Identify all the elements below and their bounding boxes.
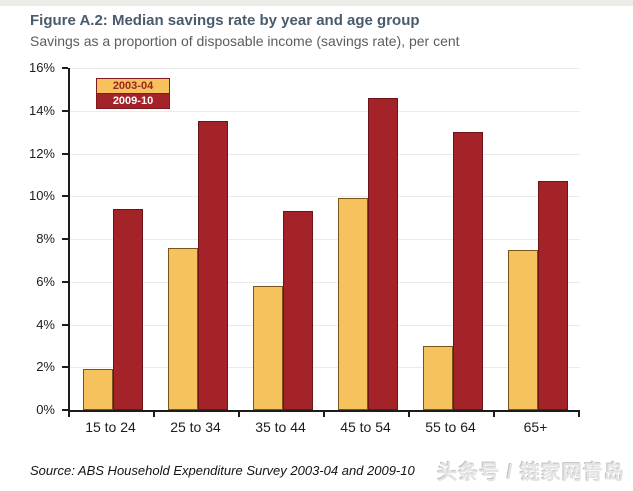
y-tick-label-14: 14% bbox=[28, 102, 55, 118]
x-axis-label-55-to-64: 55 to 64 bbox=[425, 419, 476, 435]
x-axis-label-15-to-24: 15 to 24 bbox=[85, 419, 136, 435]
x-tick-mark bbox=[68, 412, 70, 417]
y-tick-mark bbox=[62, 366, 68, 369]
x-tick-mark bbox=[578, 412, 580, 417]
x-axis-label-35-to-44: 35 to 44 bbox=[255, 419, 306, 435]
bar-2009-10-15-to-24 bbox=[112, 209, 143, 410]
bar-2003-04-45-to-54 bbox=[337, 198, 368, 410]
y-tick-label-6: 6% bbox=[36, 273, 55, 289]
y-tick-label-2: 2% bbox=[36, 359, 55, 375]
y-tick-mark bbox=[62, 323, 68, 326]
y-tick-label-8: 8% bbox=[36, 231, 55, 246]
bar-2003-04-35-to-44 bbox=[252, 286, 283, 410]
bar-group-65 bbox=[495, 68, 580, 410]
bar-2003-04-15-to-24 bbox=[82, 369, 113, 410]
bar-group-25-to-34 bbox=[155, 68, 240, 410]
x-tick-mark bbox=[323, 412, 325, 417]
plot-area: 2003-04 2009-10 bbox=[68, 68, 580, 412]
bar-group-35-to-44 bbox=[240, 68, 325, 410]
bar-2009-10-25-to-34 bbox=[197, 121, 228, 410]
bar-2003-04-65 bbox=[507, 249, 538, 410]
y-tick-mark bbox=[62, 195, 68, 198]
bar-2009-10-45-to-54 bbox=[367, 97, 398, 410]
y-tick-label-0: 0% bbox=[36, 402, 55, 417]
bar-2009-10-55-to-64 bbox=[452, 132, 483, 410]
gridline-8 bbox=[70, 239, 580, 240]
source-note: Source: ABS Household Expenditure Survey… bbox=[30, 463, 415, 478]
x-tick-mark bbox=[408, 412, 410, 417]
gridline-10 bbox=[70, 196, 580, 198]
y-tick-mark bbox=[62, 67, 68, 69]
legend: 2003-04 2009-10 bbox=[96, 78, 170, 109]
top-border-strip bbox=[0, 0, 633, 6]
y-tick-label-12: 12% bbox=[28, 145, 55, 161]
bar-2003-04-55-to-64 bbox=[422, 345, 453, 410]
x-tick-mark bbox=[493, 412, 495, 417]
y-tick-label-10: 10% bbox=[28, 188, 55, 204]
gridline-6 bbox=[70, 281, 580, 283]
gridline-12 bbox=[70, 153, 580, 155]
bar-2009-10-65 bbox=[537, 181, 568, 410]
bar-2003-04-25-to-34 bbox=[167, 247, 198, 410]
bar-group-45-to-54 bbox=[325, 68, 410, 410]
x-tick-mark bbox=[238, 412, 240, 417]
gridline-16 bbox=[70, 68, 580, 69]
bar-group-55-to-64 bbox=[410, 68, 495, 410]
legend-item-2009-10: 2009-10 bbox=[96, 93, 170, 109]
x-axis-label-45-to-54: 45 to 54 bbox=[340, 419, 391, 435]
x-tick-mark bbox=[153, 412, 155, 417]
figure-title: Figure A.2: Median savings rate by year … bbox=[30, 12, 420, 29]
gridline-2 bbox=[70, 367, 580, 369]
y-tick-mark bbox=[62, 152, 68, 155]
y-tick-mark bbox=[62, 409, 68, 411]
figure-subtitle: Savings as a proportion of disposable in… bbox=[30, 33, 460, 49]
y-tick-label-16: 16% bbox=[28, 60, 55, 75]
gridline-4 bbox=[70, 324, 580, 326]
x-axis-label-65: 65+ bbox=[523, 419, 548, 435]
bar-2009-10-35-to-44 bbox=[282, 211, 313, 410]
y-tick-label-4: 4% bbox=[36, 316, 55, 332]
legend-item-2003-04: 2003-04 bbox=[96, 78, 170, 94]
watermark: 头条号 / 链家网青岛 bbox=[437, 462, 625, 484]
y-tick-mark bbox=[62, 238, 68, 240]
bar-series-container bbox=[70, 68, 580, 410]
bar-group-15-to-24 bbox=[70, 68, 155, 410]
x-axis-label-25-to-34: 25 to 34 bbox=[170, 419, 221, 435]
gridline-14 bbox=[70, 110, 580, 112]
y-tick-mark bbox=[62, 109, 68, 112]
x-axis-labels: 15 to 24 25 to 34 35 to 44 45 to 54 55 to 64… bbox=[68, 419, 578, 435]
y-tick-mark bbox=[62, 280, 68, 283]
